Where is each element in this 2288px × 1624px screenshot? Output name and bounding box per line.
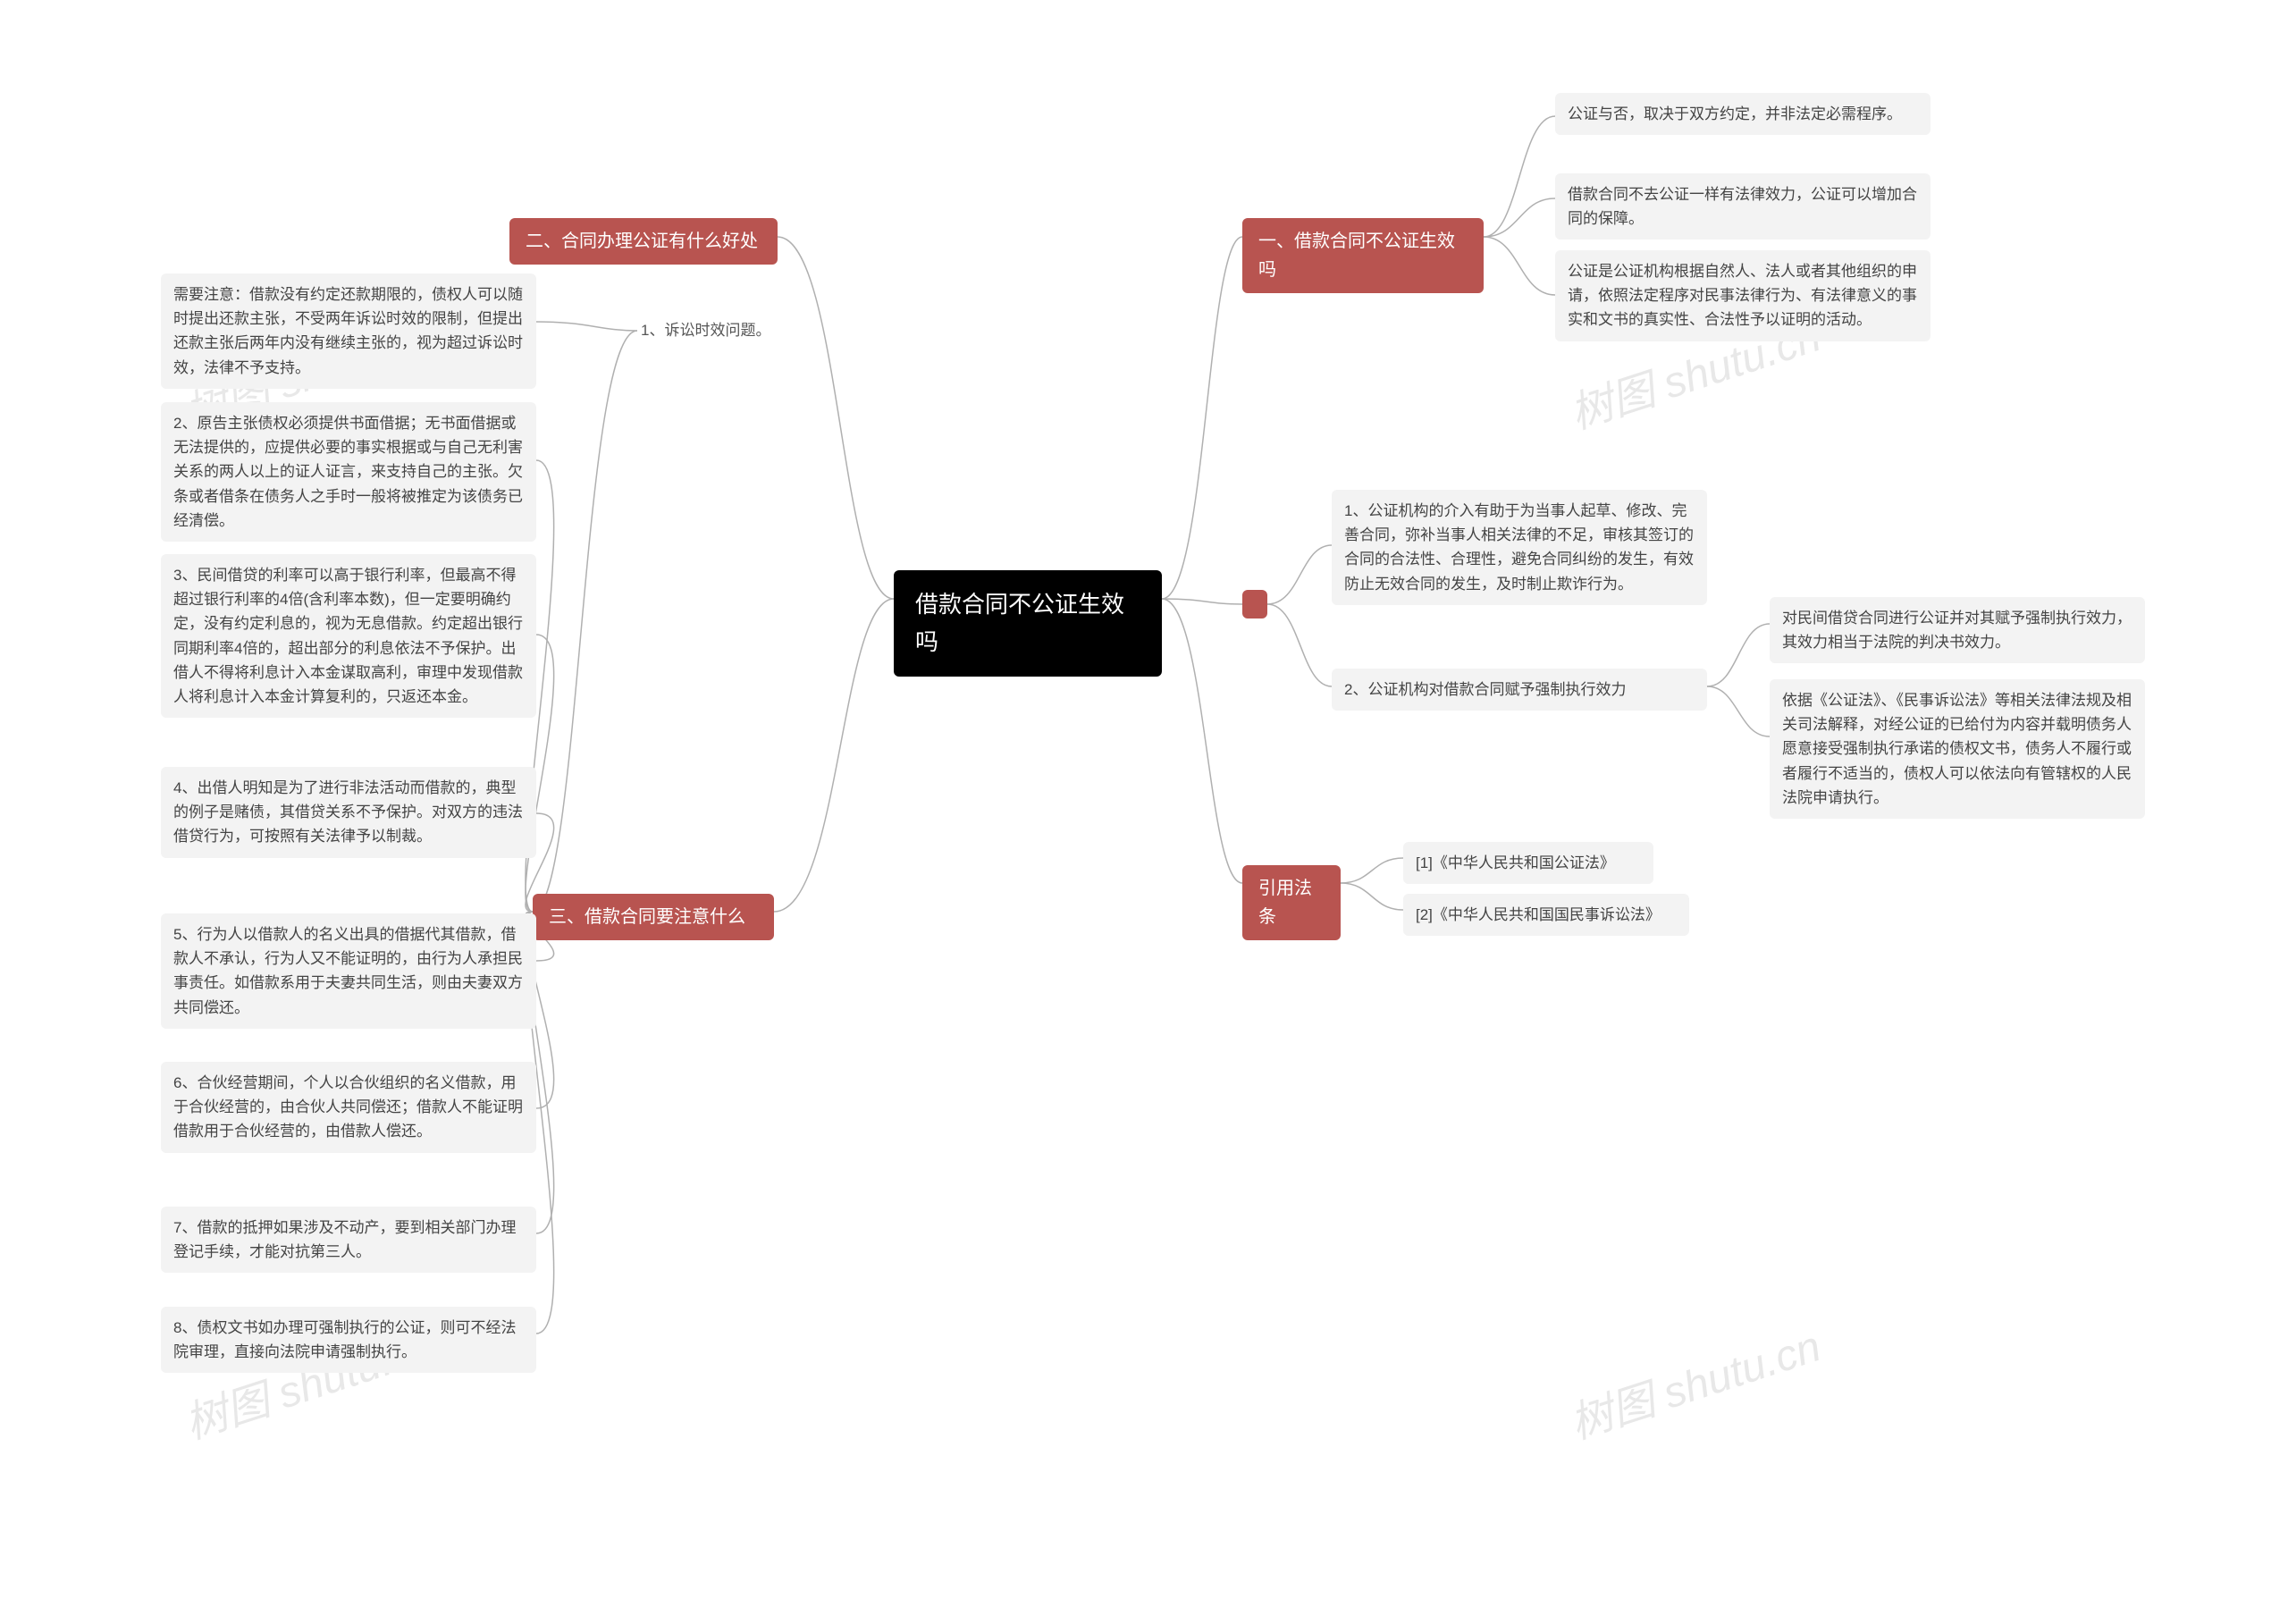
leaf-node: [1]《中华人民共和国公证法》 bbox=[1403, 842, 1653, 884]
leaf-node: 公证是公证机构根据自然人、法人或者其他组织的申请，依照法定程序对民事法律行为、有… bbox=[1555, 250, 1930, 341]
branch-1: 一、借款合同不公证生效吗 bbox=[1242, 218, 1484, 293]
leaf-node: 8、债权文书如办理可强制执行的公证，则可不经法院审理，直接向法院申请强制执行。 bbox=[161, 1307, 536, 1373]
leaf-node: [2]《中华人民共和国国民事诉讼法》 bbox=[1403, 894, 1689, 936]
leaf-node: 2、公证机构对借款合同赋予强制执行效力 bbox=[1332, 669, 1707, 711]
leaf-node: 2、原告主张债权必须提供书面借据；无书面借据或无法提供的，应提供必要的事实根据或… bbox=[161, 402, 536, 542]
leaf-node: 需要注意：借款没有约定还款期限的，债权人可以随时提出还款主张，不受两年诉讼时效的… bbox=[161, 273, 536, 389]
leaf-node: 对民间借贷合同进行公证并对其赋予强制执行效力，其效力相当于法院的判决书效力。 bbox=[1770, 597, 2145, 663]
branch-cite: 引用法条 bbox=[1242, 865, 1341, 940]
leaf-node: 公证与否，取决于双方约定，并非法定必需程序。 bbox=[1555, 93, 1930, 135]
watermark: 树图 shutu.cn bbox=[1560, 1311, 1827, 1451]
leaf-node: 借款合同不去公证一样有法律效力，公证可以增加合同的保障。 bbox=[1555, 173, 1930, 240]
leaf-node: 5、行为人以借款人的名义出具的借据代其借款，借款人不承认，行为人又不能证明的，由… bbox=[161, 913, 536, 1029]
mindmap-root: 借款合同不公证生效吗 bbox=[894, 570, 1162, 677]
leaf-node: 依据《公证法》、《民事诉讼法》等相关法律法规及相关司法解释，对经公证的已给付为内… bbox=[1770, 679, 2145, 819]
leaf-node: 1、公证机构的介入有助于为当事人起草、修改、完善合同，弥补当事人相关法律的不足，… bbox=[1332, 490, 1707, 605]
branch-mid-connector bbox=[1242, 590, 1267, 618]
branch-3: 三、借款合同要注意什么 bbox=[533, 894, 774, 940]
leaf-node: 3、民间借贷的利率可以高于银行利率，但最高不得超过银行利率的4倍(含利率本数)，… bbox=[161, 554, 536, 718]
leaf-node: 4、出借人明知是为了进行非法活动而借款的，典型的例子是赌债，其借贷关系不予保护。… bbox=[161, 767, 536, 858]
leaf-node: 1、诉讼时效问题。 bbox=[637, 315, 798, 346]
leaf-node: 7、借款的抵押如果涉及不动产，要到相关部门办理登记手续，才能对抗第三人。 bbox=[161, 1207, 536, 1273]
branch-2: 二、合同办理公证有什么好处 bbox=[509, 218, 778, 265]
leaf-node: 6、合伙经营期间，个人以合伙组织的名义借款，用于合伙经营的，由合伙人共同偿还；借… bbox=[161, 1062, 536, 1153]
